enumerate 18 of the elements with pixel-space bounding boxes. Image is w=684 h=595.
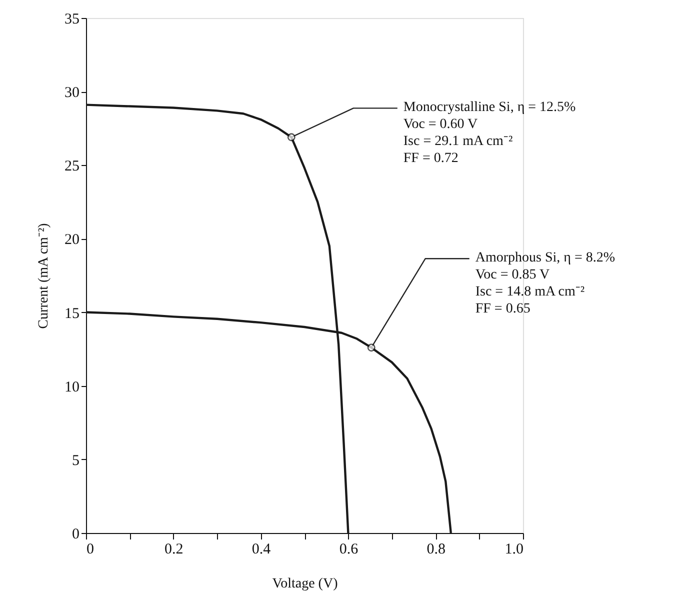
x-axis-title: Voltage (V) (272, 576, 338, 592)
y-tick-label: 35 (64, 12, 80, 28)
x-tick-label: 0 (86, 542, 94, 558)
y-tick-label: 5 (72, 452, 80, 469)
y-tick-label: 0 (72, 526, 80, 542)
annotation: Monocrystalline Si, η = 12.5% Voc = 0.60 V Isc = 29.1 mA cm⁻² FF = 0.72 (403, 100, 576, 166)
x-tick-label: 0.8 (426, 542, 446, 558)
x-tick-label: 1.0 (504, 542, 524, 558)
y-tick-label: 20 (64, 232, 80, 248)
y-tick-label: 25 (64, 158, 80, 175)
y-tick-label: 30 (64, 85, 80, 102)
y-tick-label: 10 (64, 379, 80, 396)
x-tick-label: 0.6 (339, 542, 359, 558)
annotation: Amorphous Si, η = 8.2% Voc = 0.85 V Isc = 14.8 mA cm⁻² FF = 0.65 (475, 250, 616, 317)
x-tick-label: 0.4 (252, 542, 272, 558)
x-tick-label: 0.2 (164, 542, 184, 558)
y-axis-title: Current (mA cm⁻²) (36, 222, 52, 329)
y-tick-label: 15 (64, 306, 80, 322)
